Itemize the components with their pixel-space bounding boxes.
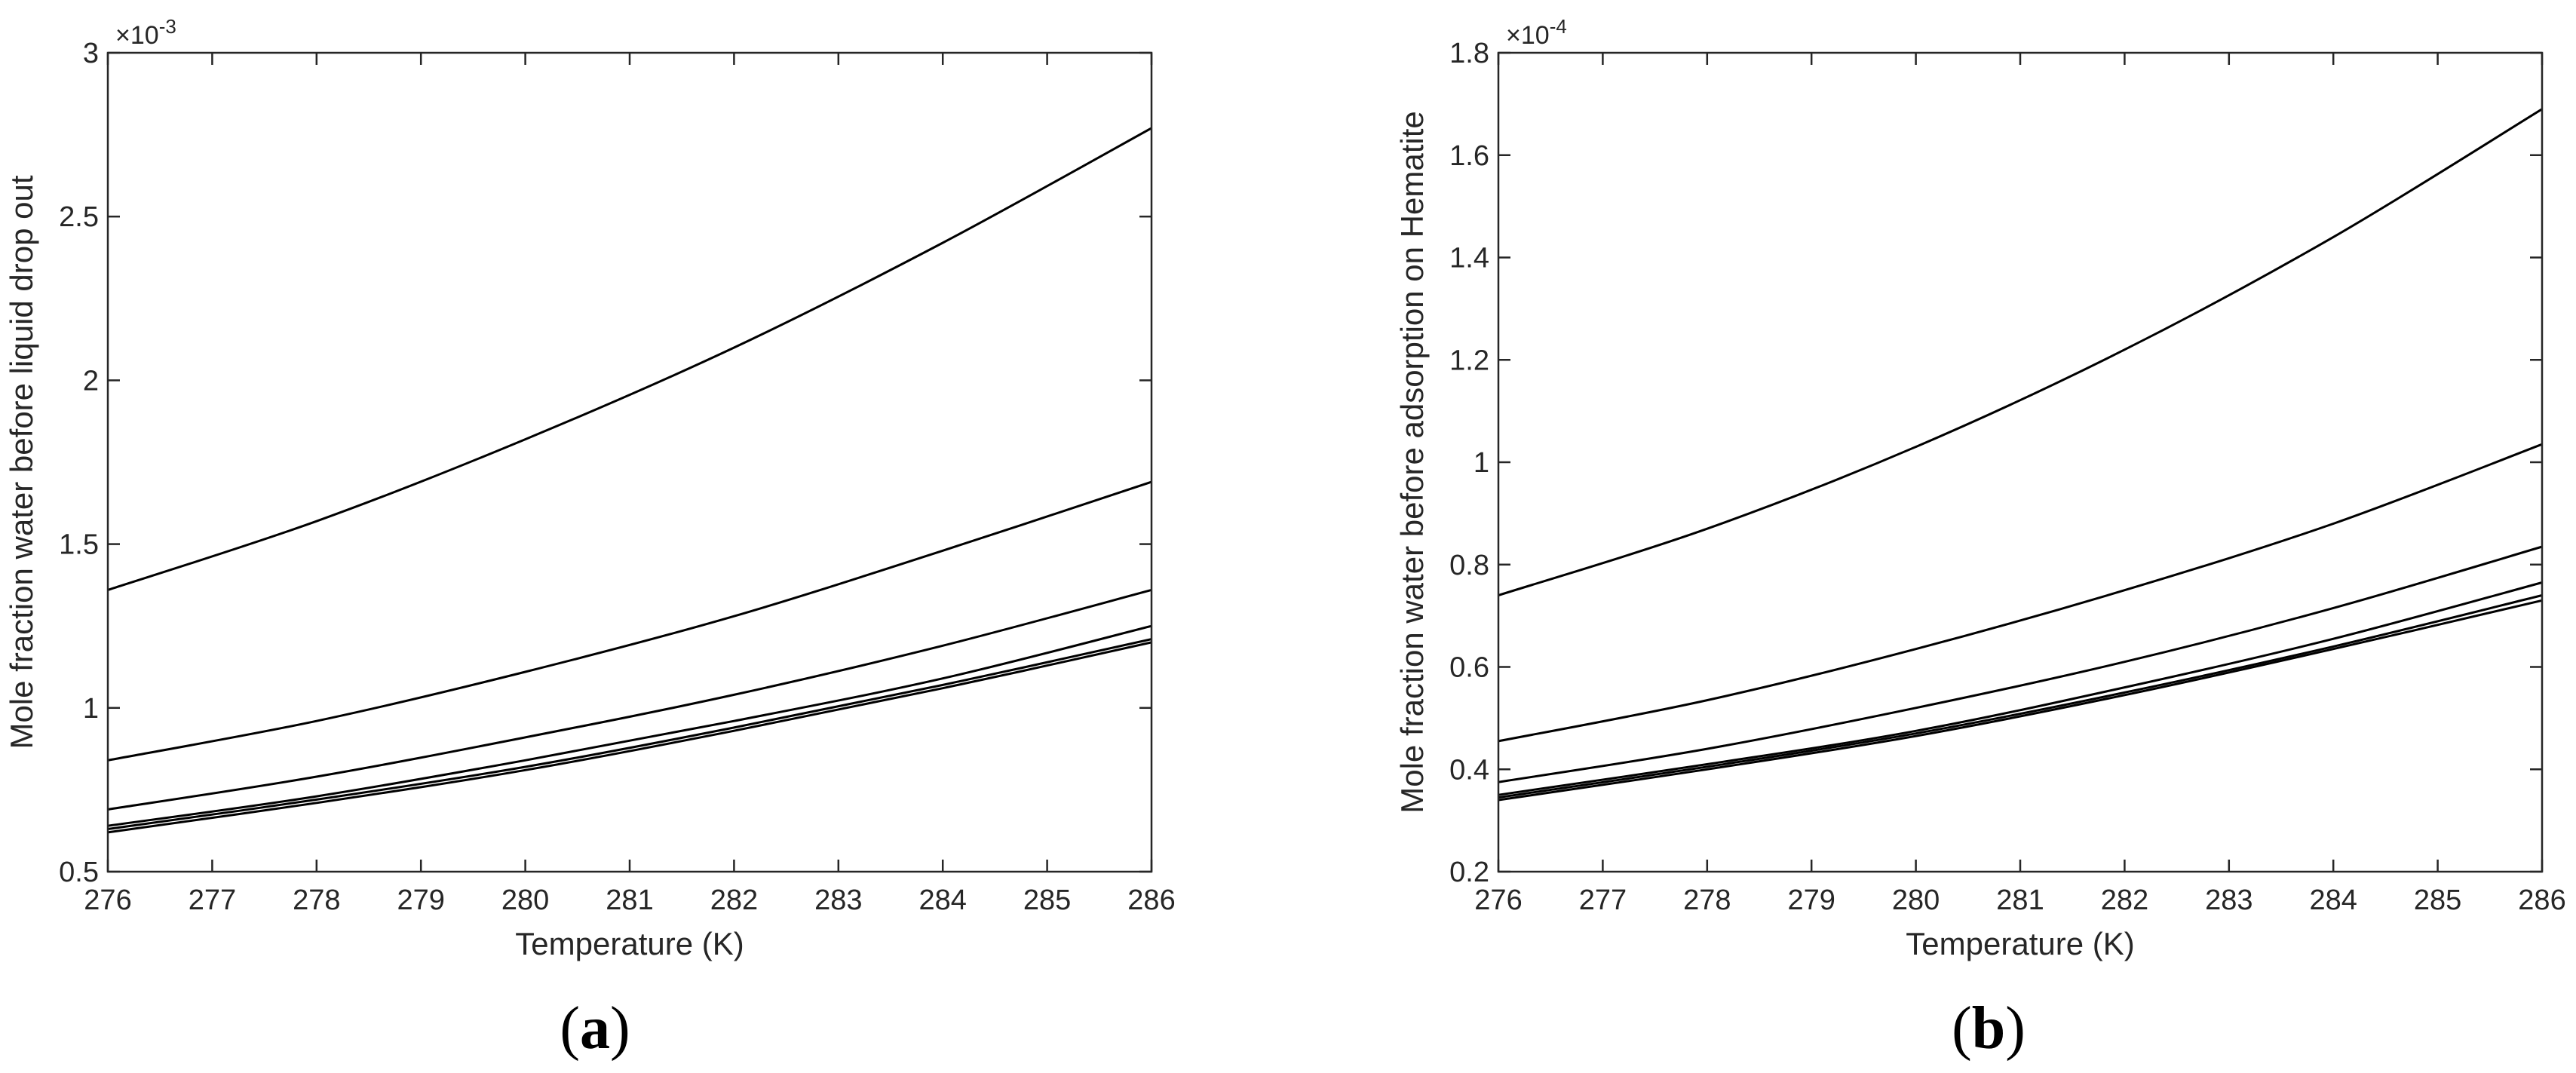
y-tick-label-a: 3 xyxy=(83,38,99,69)
series-line-a-3 xyxy=(107,588,1152,811)
series-line-a-4 xyxy=(107,624,1152,827)
series-line-b-5 xyxy=(1498,594,2543,799)
x-tick-label-b: 283 xyxy=(2205,884,2252,916)
x-tick-label-a: 281 xyxy=(606,884,653,916)
y-tick-label-b: 1 xyxy=(1474,447,1489,479)
x-tick-label-b: 285 xyxy=(2414,884,2461,916)
y-tick-label-a: 0.5 xyxy=(59,857,99,888)
x-tick-label-b: 276 xyxy=(1474,884,1522,916)
x-tick-label-b: 278 xyxy=(1683,884,1731,916)
y-axis-label-b: Mole fraction water before adsorption on… xyxy=(1394,111,1430,814)
x-tick-label-b: 286 xyxy=(2518,884,2565,916)
x-tick-label-b: 282 xyxy=(2101,884,2148,916)
y-multiplier-b: ×10-4 xyxy=(1506,15,1567,50)
x-tick-label-a: 277 xyxy=(189,884,236,916)
x-tick-label-a: 284 xyxy=(918,884,966,916)
y-tick-label-b: 1.8 xyxy=(1449,38,1489,69)
series-line-b-6 xyxy=(1498,599,2543,802)
series-line-a-5 xyxy=(107,638,1152,830)
y-multiplier-a: ×10-3 xyxy=(115,15,176,50)
x-tick-label-a: 282 xyxy=(710,884,758,916)
x-tick-label-b: 279 xyxy=(1787,884,1835,916)
x-tick-label-b: 284 xyxy=(2309,884,2357,916)
y-tick-label-a: 2.5 xyxy=(59,201,99,233)
series-line-a-6 xyxy=(107,641,1152,834)
plot-lines-a xyxy=(107,127,1152,834)
panel-label-b: (b) xyxy=(1952,995,2026,1062)
series-line-b-3 xyxy=(1498,545,2543,783)
y-tick-label-b: 0.4 xyxy=(1449,754,1489,786)
y-tick-label-b: 0.8 xyxy=(1449,550,1489,581)
series-line-a-2 xyxy=(107,480,1152,762)
x-tick-label-a: 279 xyxy=(397,884,444,916)
plot-frame-b xyxy=(1497,51,2544,873)
y-tick-label-b: 0.6 xyxy=(1449,652,1489,684)
y-tick-label-a: 1.5 xyxy=(59,529,99,561)
chart-panel-b: 276 277 278 279 280 281 282 283 284 285 286 0.2 0.4 0… xyxy=(1394,15,2566,1062)
chart-panel-a: 276 277 278 279 280 281 282 283 284 285 286 0.5 1 1.5… xyxy=(4,15,1176,1062)
x-tick-label-a: 286 xyxy=(1127,884,1175,916)
panel-label-a: (a) xyxy=(560,995,630,1062)
y-tick-label-b: 0.2 xyxy=(1449,857,1489,888)
y-tick-label-b: 1.6 xyxy=(1449,140,1489,172)
x-tick-label-a: 283 xyxy=(814,884,862,916)
x-tick-label-a: 285 xyxy=(1023,884,1071,916)
y-tick-label-a: 2 xyxy=(83,365,99,397)
y-tick-label-b: 1.4 xyxy=(1449,243,1489,274)
x-tick-label-a: 276 xyxy=(84,884,131,916)
ticks-b: 276 277 278 279 280 281 282 283 284 285 286 0.2 0.4 0… xyxy=(1449,38,2566,916)
series-line-b-2 xyxy=(1498,443,2543,743)
x-tick-label-b: 277 xyxy=(1579,884,1627,916)
x-axis-label-a: Temperature (K) xyxy=(515,926,744,961)
y-tick-label-a: 1 xyxy=(83,693,99,725)
x-tick-label-a: 280 xyxy=(501,884,549,916)
x-tick-label-b: 280 xyxy=(1892,884,1940,916)
ticks-a: 276 277 278 279 280 281 282 283 284 285 286 0.5 1 1.5… xyxy=(59,38,1176,916)
series-line-a-1 xyxy=(107,127,1152,591)
x-tick-label-b: 281 xyxy=(1996,884,2044,916)
x-axis-label-b: Temperature (K) xyxy=(1906,926,2134,961)
y-axis-label-a: Mole fraction water before liquid drop o… xyxy=(4,175,39,749)
plot-lines-b xyxy=(1498,108,2543,802)
series-line-b-1 xyxy=(1498,108,2543,596)
series-line-b-4 xyxy=(1498,581,2543,796)
x-tick-label-a: 278 xyxy=(293,884,340,916)
y-tick-label-b: 1.2 xyxy=(1449,345,1489,376)
